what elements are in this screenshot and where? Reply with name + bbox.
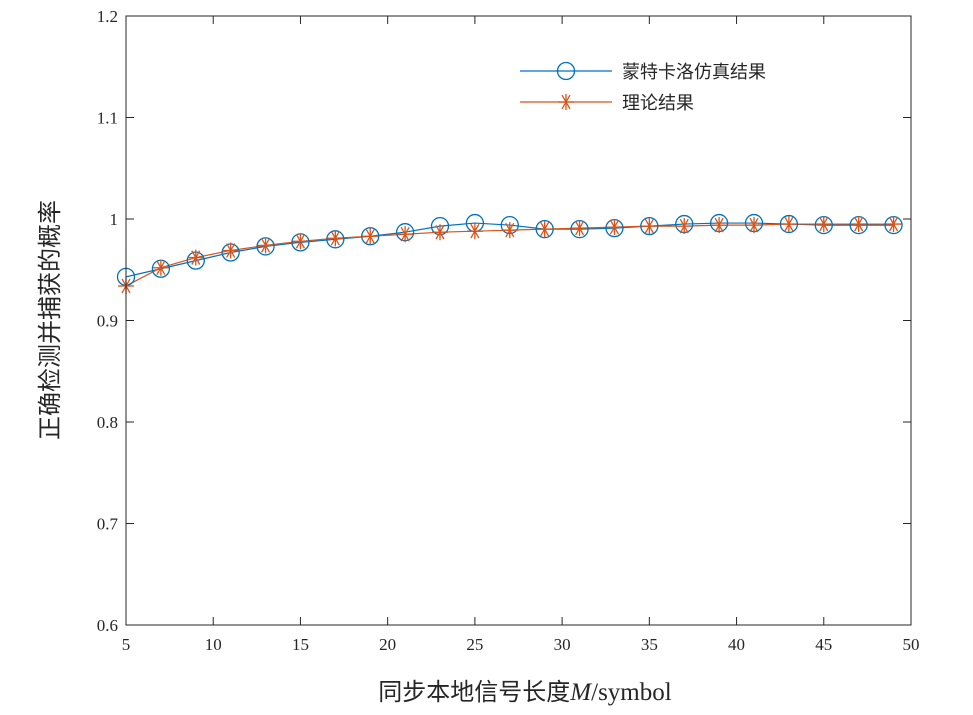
- data-point-asterisk: [257, 237, 274, 254]
- legend-marker-circle: [556, 61, 576, 81]
- x-axis-title-unit: /symbol: [591, 679, 672, 706]
- legend-asterisk-glyph: [558, 94, 574, 110]
- data-point-asterisk: [536, 221, 553, 238]
- data-point-asterisk: [885, 216, 902, 233]
- data-point-asterisk: [327, 230, 344, 247]
- x-tick-label: 15: [292, 635, 309, 654]
- data-point-asterisk: [432, 224, 448, 241]
- x-axis-title-prefix: 同步本地信号长度: [378, 678, 570, 706]
- y-tick-label: 1.2: [97, 7, 118, 26]
- data-point-asterisk: [711, 217, 728, 234]
- legend-marker-asterisk: [558, 94, 574, 110]
- data-point-circle: [779, 214, 799, 234]
- legend-label-theory: 理论结果: [622, 93, 694, 114]
- x-axis-title: 同步本地信号长度M/symbol: [378, 678, 671, 706]
- series-markers: [116, 213, 903, 294]
- data-point-circle: [361, 227, 380, 246]
- x-axis-ticks: 5 10 15 20 25 30 35 40 45 50: [122, 16, 920, 654]
- data-point-asterisk: [222, 242, 239, 259]
- x-tick-label: 50: [903, 635, 920, 654]
- data-point-asterisk: [780, 216, 797, 233]
- x-tick-label: 10: [205, 635, 222, 654]
- x-tick-label: 30: [554, 635, 571, 654]
- data-point-asterisk: [676, 218, 693, 235]
- x-axis-title-variable: M: [569, 679, 592, 706]
- data-point-asterisk: [292, 233, 309, 250]
- y-tick-label: 1: [110, 210, 119, 229]
- data-point-asterisk: [187, 249, 204, 266]
- x-tick-label: 45: [815, 635, 832, 654]
- legend-box: [508, 51, 808, 121]
- legend: 蒙特卡洛仿真结果 理论结果: [508, 51, 808, 121]
- y-tick-label: 0.7: [97, 515, 119, 534]
- data-point-asterisk: [606, 219, 623, 236]
- x-tick-label: 25: [466, 635, 483, 654]
- data-point-asterisk: [815, 216, 832, 233]
- y-tick-label: 0.9: [97, 312, 118, 331]
- x-tick-label: 20: [379, 635, 396, 654]
- data-point-asterisk: [850, 216, 867, 233]
- y-axis-title: 正确检测并捕获的概率: [36, 200, 64, 440]
- data-point-asterisk: [152, 259, 169, 276]
- data-point-asterisk: [571, 220, 588, 237]
- x-tick-label: 5: [122, 635, 131, 654]
- legend-label-sim: 蒙特卡洛仿真结果: [622, 62, 766, 83]
- data-point-asterisk: [641, 218, 658, 235]
- data-point-asterisk: [466, 223, 483, 240]
- x-tick-label: 40: [728, 635, 745, 654]
- data-point-asterisk: [397, 226, 414, 243]
- data-point-asterisk: [362, 228, 379, 245]
- data-point-circle: [535, 219, 554, 239]
- data-point-asterisk: [501, 222, 518, 239]
- y-tick-label: 0.6: [97, 616, 118, 635]
- y-tick-label: 0.8: [97, 413, 118, 432]
- data-point-asterisk: [746, 217, 762, 234]
- y-axis-ticks: 0.6 0.7 0.8 0.9 1 1.1 1.2: [97, 7, 911, 635]
- x-tick-label: 35: [641, 635, 658, 654]
- data-point-circle: [640, 216, 659, 236]
- y-tick-label: 1.1: [97, 109, 118, 128]
